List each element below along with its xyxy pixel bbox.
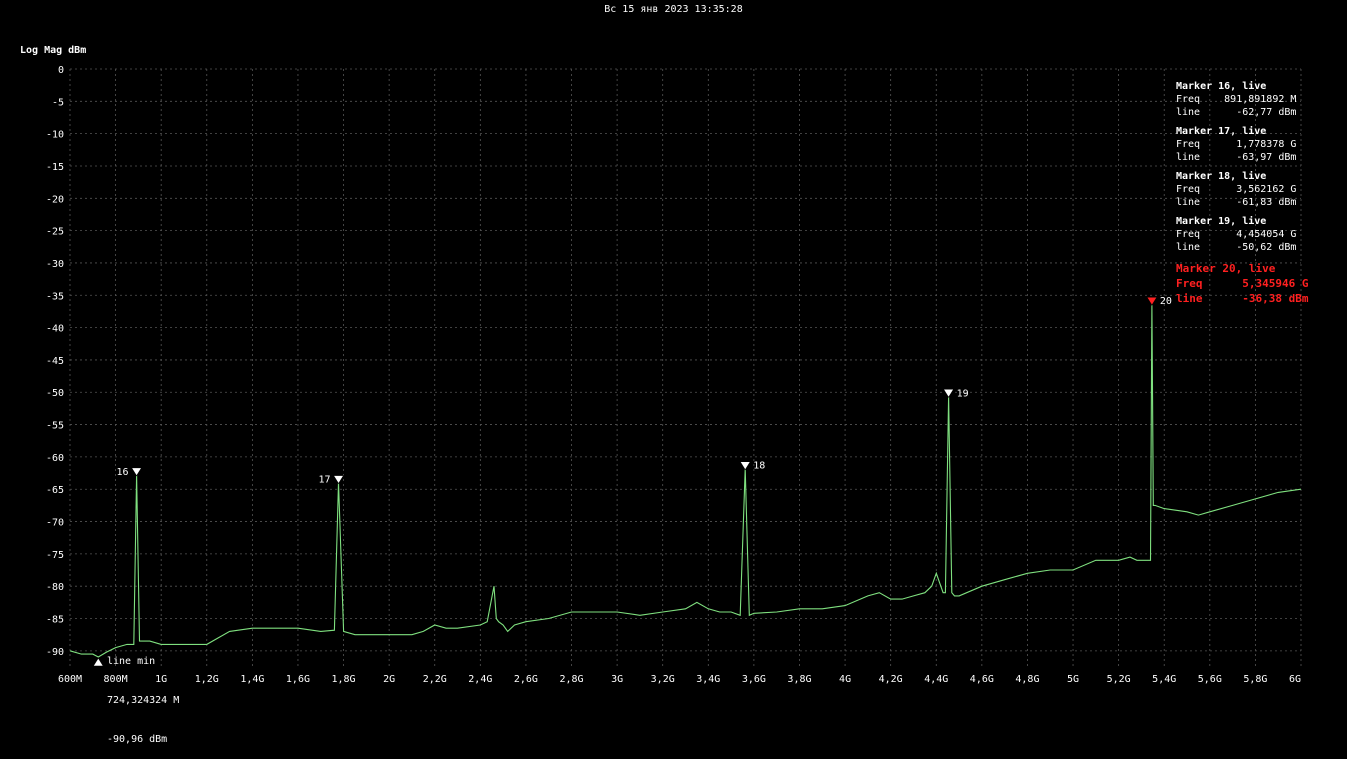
x-tick-label: 5,2G — [1107, 674, 1131, 685]
y-tick-label: -45 — [46, 356, 64, 367]
x-tick-label: 2G — [383, 674, 395, 685]
marker-19-label: 19 — [957, 388, 969, 399]
marker-19-icon[interactable] — [943, 388, 955, 398]
marker-20-freq: Freq 5,345946 G — [1176, 277, 1309, 290]
marker-16-line: line -62,77 dBm — [1176, 107, 1297, 118]
marker-17-label: 17 — [318, 475, 330, 486]
min-marker-level: -90,96 dBm — [107, 734, 168, 745]
x-tick-label: 6G — [1289, 674, 1301, 685]
y-tick-label: -80 — [46, 582, 64, 593]
x-tick-label: 2,4G — [468, 674, 492, 685]
marker-19-title: Marker 19, live — [1176, 216, 1267, 227]
y-ticks: 0 -5 -10 -15 -20 -25 -30 -35 -40 -45 -50 -55 -60 -65 -… — [46, 65, 64, 658]
marker-17-icon[interactable] — [332, 475, 345, 485]
min-marker-freq: 724,324324 M — [107, 695, 180, 706]
x-tick-label: 5G — [1067, 674, 1079, 685]
x-tick-label: 5,4G — [1152, 674, 1176, 685]
x-tick-label: 3,8G — [787, 674, 811, 685]
x-tick-label: 1,2G — [195, 674, 219, 685]
marker-18-label: 18 — [753, 461, 765, 472]
x-tick-label: 2,6G — [514, 674, 538, 685]
x-tick-label: 800M — [104, 674, 128, 685]
spectrum-chart[interactable]: 0 -5 -10 -15 -20 -25 -30 -35 -40 -45 -50 -55 -60 -65 -… — [0, 0, 1347, 707]
x-tick-label: 3,6G — [742, 674, 766, 685]
y-tick-label: -10 — [46, 130, 64, 141]
marker-16-title: Marker 16, live — [1176, 81, 1267, 92]
marker-18-icon[interactable] — [739, 461, 751, 471]
marker-16-freq: Freq 891,891892 M — [1176, 94, 1297, 105]
y-tick-label: -65 — [46, 485, 64, 496]
x-tick-label: 3,4G — [696, 674, 720, 685]
marker-19-readout: Marker 19, live Freq 4,454054 G line -50,6… — [1176, 215, 1296, 254]
marker-19-freq: Freq 4,454054 G — [1176, 229, 1297, 240]
marker-18-readout: Marker 18, live Freq 3,562162 G line -61,8… — [1176, 170, 1296, 209]
y-tick-label: -5 — [52, 97, 64, 108]
y-tick-label: -90 — [46, 647, 64, 658]
x-tick-label: 2,2G — [423, 674, 447, 685]
marker-17-title: Marker 17, live — [1176, 126, 1267, 137]
x-tick-label: 4,4G — [924, 674, 948, 685]
x-tick-label: 1G — [155, 674, 167, 685]
y-tick-label: 0 — [58, 65, 64, 76]
marker-17-freq: Freq 1,778378 G — [1176, 139, 1297, 150]
x-tick-label: 600M — [58, 674, 82, 685]
marker-16-readout: Marker 16, live Freq 891,891892 M line -62… — [1176, 80, 1296, 119]
timestamp: Вс 15 янв 2023 13:35:28 — [604, 4, 743, 15]
x-tick-label: 1,4G — [240, 674, 264, 685]
marker-20-line: line -36,38 dBm — [1176, 292, 1309, 305]
y-tick-label: -75 — [46, 550, 64, 561]
x-tick-label: 1,6G — [286, 674, 310, 685]
min-marker-readout: line min 724,324324 M -90,96 dBm — [107, 629, 179, 759]
y-tick-label: -20 — [46, 194, 64, 205]
y-tick-label: -85 — [46, 615, 64, 626]
x-tick-label: 1,8G — [332, 674, 356, 685]
marker-20-icon[interactable] — [1146, 296, 1158, 306]
x-ticks: 600M 800M 1G 1,2G 1,4G 1,6G 1,8G 2G 2,2G 2,4G 2,6G… — [58, 674, 1301, 685]
y-tick-label: -15 — [46, 162, 64, 173]
marker-18-line: line -61,83 dBm — [1176, 197, 1297, 208]
marker-18-title: Marker 18, live — [1176, 171, 1267, 182]
marker-16-label: 16 — [117, 467, 129, 478]
y-tick-label: -30 — [46, 259, 64, 270]
marker-20-label: 20 — [1160, 296, 1172, 307]
marker-19-line: line -50,62 dBm — [1176, 242, 1297, 253]
x-tick-label: 2,8G — [559, 674, 583, 685]
y-tick-label: -25 — [46, 227, 64, 238]
x-tick-label: 5,6G — [1198, 674, 1222, 685]
y-tick-label: -40 — [46, 324, 64, 335]
trace-line — [69, 304, 1302, 658]
x-tick-label: 4,2G — [879, 674, 903, 685]
y-tick-label: -35 — [46, 291, 64, 302]
marker-20-title: Marker 20, live — [1176, 262, 1276, 275]
y-tick-label: -55 — [46, 421, 64, 432]
marker-20-readout: Marker 20, live Freq 5,345946 G line -36,3… — [1176, 261, 1308, 306]
x-tick-label: 4,6G — [970, 674, 994, 685]
y-tick-label: -60 — [46, 453, 64, 464]
min-marker-title: line min — [107, 656, 156, 667]
markers: 16 17 18 19 20 — [92, 296, 1172, 667]
min-marker-icon[interactable] — [92, 657, 104, 667]
marker-17-line: line -63,97 dBm — [1176, 152, 1297, 163]
x-tick-label: 3G — [611, 674, 623, 685]
marker-17-readout: Marker 17, live Freq 1,778378 G line -63,9… — [1176, 125, 1296, 164]
marker-18-freq: Freq 3,562162 G — [1176, 184, 1297, 195]
grid — [69, 68, 1302, 667]
y-tick-label: -70 — [46, 518, 64, 529]
marker-16-icon[interactable] — [131, 467, 143, 477]
y-tick-label: -50 — [46, 388, 64, 399]
y-axis-label: Log Mag dBm — [20, 45, 87, 56]
x-tick-label: 5,8G — [1243, 674, 1267, 685]
x-tick-label: 4G — [839, 674, 851, 685]
x-tick-label: 3,2G — [651, 674, 675, 685]
x-tick-label: 4,8G — [1015, 674, 1039, 685]
